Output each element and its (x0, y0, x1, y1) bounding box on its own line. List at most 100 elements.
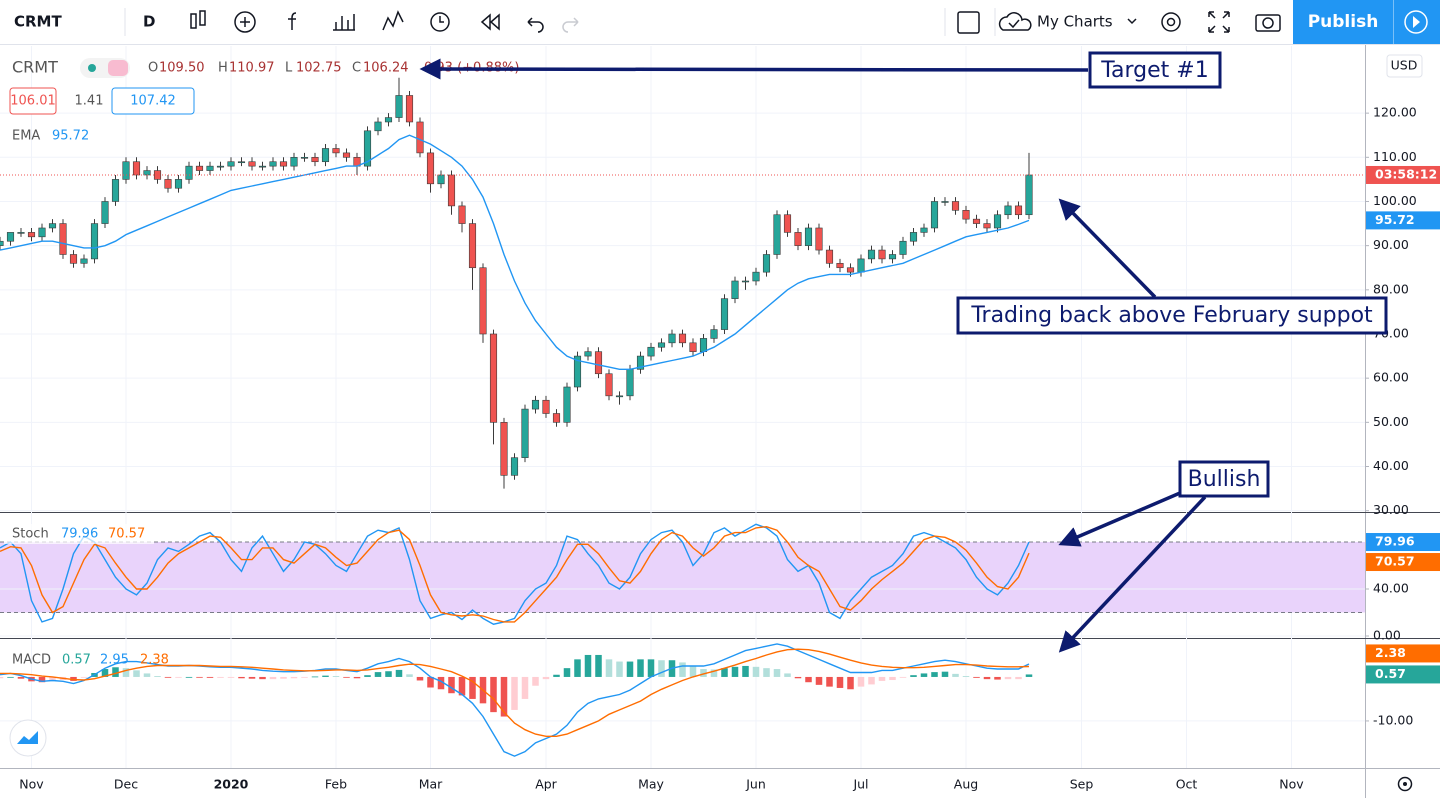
stoch-legend-value: 70.57 (108, 527, 145, 542)
candle-body (930, 201, 939, 229)
annotation-arrow (1058, 198, 1157, 299)
countdown-badge-bg (1366, 165, 1440, 184)
macd-histogram-bar (469, 676, 476, 699)
macd-histogram-bar (1025, 674, 1033, 677)
macd-histogram-bar (395, 669, 403, 677)
candle-body (899, 240, 907, 255)
candle-body (857, 258, 865, 273)
macd-histogram-bar (133, 670, 140, 677)
fullscreen-button[interactable] (1208, 11, 1230, 33)
redo-button[interactable] (562, 17, 579, 33)
stoch-badge: 79.96 (1375, 534, 1415, 549)
macd-legend-value: 2.95 (100, 653, 129, 668)
candle-body (542, 399, 550, 414)
macd-histogram-bar (973, 676, 980, 678)
macd-histogram-bar (353, 676, 361, 679)
macd-histogram-bar (658, 660, 665, 677)
templates-button[interactable] (333, 14, 355, 31)
macd-histogram-bar (154, 676, 161, 677)
candle-body (227, 161, 235, 167)
bar-style-button[interactable] (190, 10, 206, 29)
macd-histogram-bar (0, 676, 4, 679)
macd-histogram-bar (805, 676, 812, 683)
candle-body (563, 386, 571, 423)
replay-icon (1404, 10, 1428, 34)
macd-histogram-bar (280, 676, 287, 679)
candle-body (804, 227, 813, 246)
candle-body (416, 121, 424, 154)
ema-legend-value: 95.72 (52, 129, 89, 144)
candle-body (216, 165, 225, 168)
candle-body (38, 227, 46, 238)
macd-histogram-bar (1004, 676, 1012, 680)
stoch-legend-value: 79.96 (61, 527, 98, 542)
indicators-button[interactable] (288, 12, 297, 30)
candle-body (1014, 205, 1023, 216)
macd-histogram-bar (836, 676, 844, 688)
candle-body (752, 271, 760, 282)
candle-body (636, 355, 645, 370)
candle-body (0, 240, 4, 246)
macd-histogram-bar (815, 676, 823, 685)
stoch-badge-bg (1366, 553, 1440, 572)
macd-histogram-bar (322, 675, 329, 677)
publish-button[interactable] (1293, 0, 1393, 44)
macd-histogram-bar (763, 668, 770, 677)
chart-panes: Nov Dec 2020 Feb Mar Apr May Jun Jul Aug Sep Oct Nov… (0, 45, 1440, 798)
macd-histogram-bar (605, 659, 613, 677)
x-tick-label: Jul (852, 777, 868, 792)
macd-histogram-bar (847, 676, 854, 690)
macd-histogram-bar (1015, 676, 1022, 680)
indicator-add-button[interactable] (234, 11, 256, 33)
layout-button[interactable] (957, 11, 980, 34)
publish-label: Publish (1308, 12, 1379, 32)
candle-body (489, 333, 498, 423)
macd-histogram-bar (406, 674, 413, 677)
macd-histogram-bar (238, 676, 245, 679)
candle-body (678, 333, 687, 344)
replay-button[interactable] (480, 13, 500, 31)
candle-body (342, 152, 351, 158)
candle-body (479, 267, 487, 335)
x-tick-label: Aug (954, 777, 978, 792)
interval-button[interactable]: D (143, 13, 155, 31)
macd-line (0, 648, 1030, 737)
undo-button[interactable] (527, 17, 544, 33)
settings-gear[interactable] (1397, 776, 1413, 792)
y-tick-label: 60.00 (1373, 370, 1409, 385)
macd-histogram-bar (899, 676, 907, 678)
macd-histogram-bar (164, 676, 172, 678)
stoch-line (0, 523, 1030, 625)
legend-symbol: CRMT (12, 58, 58, 77)
macd-badge-bg (1366, 665, 1440, 684)
macd-histogram-bar (616, 661, 623, 677)
macd-legend-value: 0.57 (62, 653, 91, 668)
candle-body (132, 161, 141, 176)
candle-body (531, 399, 540, 410)
macd-histogram-bar (794, 676, 802, 679)
ohlc-value: 102.75 (296, 61, 342, 76)
y-tick-label: -10.00 (1373, 712, 1413, 727)
candle-body (279, 161, 288, 167)
ohlc-label: L (285, 61, 293, 76)
x-tick-label: Apr (535, 777, 557, 792)
macd-histogram-bar (595, 654, 602, 677)
candle-body (500, 422, 508, 476)
alert-button[interactable] (430, 12, 450, 32)
compare-button[interactable] (382, 10, 404, 31)
candle-body (101, 201, 109, 224)
candle-body (941, 201, 949, 203)
candle-body (332, 148, 340, 154)
snapshot-button[interactable] (1255, 14, 1281, 32)
macd-histogram-bar (49, 676, 56, 681)
ohlc-label: H (218, 61, 228, 76)
bid-box (9, 87, 57, 115)
symbol-button[interactable]: CRMT (14, 13, 62, 31)
settings-button[interactable] (1161, 12, 1181, 32)
layouts-button[interactable]: My Charts (1037, 13, 1113, 31)
macd-histogram-bar (227, 676, 235, 678)
tv-logo[interactable] (9, 719, 47, 757)
ohlc-value: 109.50 (159, 61, 205, 76)
y-tick-label: 50.00 (1373, 414, 1409, 429)
candle-body (206, 165, 214, 171)
